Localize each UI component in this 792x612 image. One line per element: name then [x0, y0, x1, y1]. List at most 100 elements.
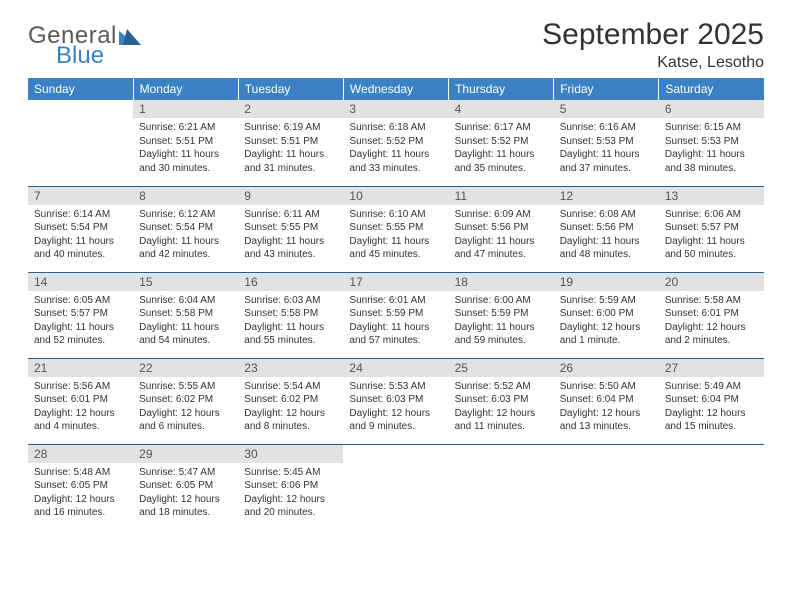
sunrise-line: Sunrise: 6:01 AM [349, 294, 442, 308]
sunrise-line: Sunrise: 6:12 AM [139, 208, 232, 222]
calendar-week-row: 14Sunrise: 6:05 AMSunset: 5:57 PMDayligh… [28, 272, 764, 358]
sunrise-line: Sunrise: 6:06 AM [665, 208, 758, 222]
calendar-cell: 23Sunrise: 5:54 AMSunset: 6:02 PMDayligh… [238, 358, 343, 444]
sunset-line: Sunset: 5:58 PM [139, 307, 232, 321]
calendar-cell: 26Sunrise: 5:50 AMSunset: 6:04 PMDayligh… [554, 358, 659, 444]
sunrise-line: Sunrise: 5:45 AM [244, 466, 337, 480]
sunset-line: Sunset: 5:59 PM [455, 307, 548, 321]
day-number: 28 [28, 445, 133, 463]
daylight-line: Daylight: 11 hours and 33 minutes. [349, 148, 442, 175]
weekday-header: Friday [554, 78, 659, 100]
calendar-cell: 16Sunrise: 6:03 AMSunset: 5:58 PMDayligh… [238, 272, 343, 358]
calendar-cell [554, 444, 659, 530]
sunrise-line: Sunrise: 6:19 AM [244, 121, 337, 135]
day-body: Sunrise: 6:19 AMSunset: 5:51 PMDaylight:… [238, 118, 343, 179]
daylight-line: Daylight: 12 hours and 4 minutes. [34, 407, 127, 434]
daylight-line: Daylight: 11 hours and 59 minutes. [455, 321, 548, 348]
day-number: 27 [659, 359, 764, 377]
day-body: Sunrise: 6:16 AMSunset: 5:53 PMDaylight:… [554, 118, 659, 179]
sunset-line: Sunset: 6:04 PM [665, 393, 758, 407]
day-body: Sunrise: 5:53 AMSunset: 6:03 PMDaylight:… [343, 377, 448, 438]
daylight-line: Daylight: 11 hours and 52 minutes. [34, 321, 127, 348]
day-body: Sunrise: 6:12 AMSunset: 5:54 PMDaylight:… [133, 205, 238, 266]
sunrise-line: Sunrise: 6:18 AM [349, 121, 442, 135]
day-body: Sunrise: 6:18 AMSunset: 5:52 PMDaylight:… [343, 118, 448, 179]
sunrise-line: Sunrise: 5:53 AM [349, 380, 442, 394]
daylight-line: Daylight: 11 hours and 57 minutes. [349, 321, 442, 348]
day-body: Sunrise: 6:15 AMSunset: 5:53 PMDaylight:… [659, 118, 764, 179]
sunrise-line: Sunrise: 5:47 AM [139, 466, 232, 480]
sunset-line: Sunset: 5:58 PM [244, 307, 337, 321]
day-body: Sunrise: 6:01 AMSunset: 5:59 PMDaylight:… [343, 291, 448, 352]
calendar-cell: 9Sunrise: 6:11 AMSunset: 5:55 PMDaylight… [238, 186, 343, 272]
sunset-line: Sunset: 5:57 PM [34, 307, 127, 321]
weekday-header: Thursday [449, 78, 554, 100]
day-number: 4 [449, 100, 554, 118]
daylight-line: Daylight: 12 hours and 9 minutes. [349, 407, 442, 434]
calendar-cell: 6Sunrise: 6:15 AMSunset: 5:53 PMDaylight… [659, 100, 764, 186]
calendar-week-row: 21Sunrise: 5:56 AMSunset: 6:01 PMDayligh… [28, 358, 764, 444]
sunrise-line: Sunrise: 6:21 AM [139, 121, 232, 135]
sunrise-line: Sunrise: 5:52 AM [455, 380, 548, 394]
weekday-header: Saturday [659, 78, 764, 100]
sunrise-line: Sunrise: 5:58 AM [665, 294, 758, 308]
calendar-cell: 18Sunrise: 6:00 AMSunset: 5:59 PMDayligh… [449, 272, 554, 358]
daylight-line: Daylight: 11 hours and 35 minutes. [455, 148, 548, 175]
day-body: Sunrise: 6:08 AMSunset: 5:56 PMDaylight:… [554, 205, 659, 266]
sunset-line: Sunset: 5:52 PM [455, 135, 548, 149]
day-number: 1 [133, 100, 238, 118]
day-number: 21 [28, 359, 133, 377]
sunset-line: Sunset: 5:53 PM [560, 135, 653, 149]
day-body: Sunrise: 6:05 AMSunset: 5:57 PMDaylight:… [28, 291, 133, 352]
daylight-line: Daylight: 11 hours and 37 minutes. [560, 148, 653, 175]
day-body: Sunrise: 6:14 AMSunset: 5:54 PMDaylight:… [28, 205, 133, 266]
calendar-table: SundayMondayTuesdayWednesdayThursdayFrid… [28, 78, 764, 530]
daylight-line: Daylight: 11 hours and 48 minutes. [560, 235, 653, 262]
calendar-cell [28, 100, 133, 186]
calendar-cell: 17Sunrise: 6:01 AMSunset: 5:59 PMDayligh… [343, 272, 448, 358]
daylight-line: Daylight: 11 hours and 43 minutes. [244, 235, 337, 262]
calendar-week-row: 1 Sunrise: 6:21 AM Sunset: 5:51 PM Daylight… [28, 100, 764, 186]
calendar-cell: 13Sunrise: 6:06 AMSunset: 5:57 PMDayligh… [659, 186, 764, 272]
day-body: Sunrise: 5:47 AMSunset: 6:05 PMDaylight:… [133, 463, 238, 524]
daylight-line: Daylight: 12 hours and 11 minutes. [455, 407, 548, 434]
calendar-cell: 12Sunrise: 6:08 AMSunset: 5:56 PMDayligh… [554, 186, 659, 272]
daylight-line: Daylight: 12 hours and 16 minutes. [34, 493, 127, 520]
sunrise-line: Sunrise: 6:08 AM [560, 208, 653, 222]
day-number: 12 [554, 187, 659, 205]
day-number: 14 [28, 273, 133, 291]
calendar-cell: 28Sunrise: 5:48 AMSunset: 6:05 PMDayligh… [28, 444, 133, 530]
calendar-cell: 5Sunrise: 6:16 AMSunset: 5:53 PMDaylight… [554, 100, 659, 186]
sunrise-line: Sunrise: 5:59 AM [560, 294, 653, 308]
logo-triangle-icon [119, 29, 141, 45]
day-body: Sunrise: 6:10 AMSunset: 5:55 PMDaylight:… [343, 205, 448, 266]
calendar-cell [659, 444, 764, 530]
calendar-cell: 24Sunrise: 5:53 AMSunset: 6:03 PMDayligh… [343, 358, 448, 444]
sunrise-line: Sunrise: 5:48 AM [34, 466, 127, 480]
day-body: Sunrise: 5:48 AMSunset: 6:05 PMDaylight:… [28, 463, 133, 524]
daylight-line: Daylight: 12 hours and 20 minutes. [244, 493, 337, 520]
calendar-cell: 2Sunrise: 6:19 AMSunset: 5:51 PMDaylight… [238, 100, 343, 186]
sunset-line: Sunset: 6:04 PM [560, 393, 653, 407]
day-number: 8 [133, 187, 238, 205]
calendar-week-row: 7Sunrise: 6:14 AMSunset: 5:54 PMDaylight… [28, 186, 764, 272]
daylight-line: Daylight: 11 hours and 45 minutes. [349, 235, 442, 262]
sunset-line: Sunset: 6:00 PM [560, 307, 653, 321]
title-block: September 2025 Katse, Lesotho [542, 18, 764, 72]
calendar-cell: 4Sunrise: 6:17 AMSunset: 5:52 PMDaylight… [449, 100, 554, 186]
daylight-line: Daylight: 11 hours and 38 minutes. [665, 148, 758, 175]
weekday-header-row: SundayMondayTuesdayWednesdayThursdayFrid… [28, 78, 764, 100]
day-body: Sunrise: 5:49 AMSunset: 6:04 PMDaylight:… [659, 377, 764, 438]
calendar-cell: 30Sunrise: 5:45 AMSunset: 6:06 PMDayligh… [238, 444, 343, 530]
day-number: 6 [659, 100, 764, 118]
day-number: 23 [238, 359, 343, 377]
day-body: Sunrise: 5:55 AMSunset: 6:02 PMDaylight:… [133, 377, 238, 438]
sunset-line: Sunset: 5:55 PM [349, 221, 442, 235]
sunset-line: Sunset: 5:51 PM [244, 135, 337, 149]
day-number: 2 [238, 100, 343, 118]
calendar-cell: 19Sunrise: 5:59 AMSunset: 6:00 PMDayligh… [554, 272, 659, 358]
sunset-line: Sunset: 5:59 PM [349, 307, 442, 321]
daylight-line: Daylight: 11 hours and 50 minutes. [665, 235, 758, 262]
sunrise-line: Sunrise: 6:10 AM [349, 208, 442, 222]
day-number: 20 [659, 273, 764, 291]
